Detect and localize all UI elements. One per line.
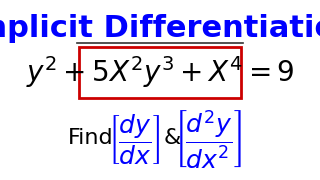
Text: &: & (164, 128, 181, 148)
Text: Implicit Differentiation: Implicit Differentiation (0, 14, 320, 43)
Text: $\left[\dfrac{d^2y}{dx^2}\right]$: $\left[\dfrac{d^2y}{dx^2}\right]$ (174, 109, 242, 171)
Text: Find: Find (68, 128, 114, 148)
Text: $\left[\dfrac{dy}{dx}\right]$: $\left[\dfrac{dy}{dx}\right]$ (108, 112, 160, 167)
Text: $y^2 + 5X^2y^3 + X^4 = 9$: $y^2 + 5X^2y^3 + X^4 = 9$ (26, 54, 294, 90)
FancyBboxPatch shape (79, 47, 241, 98)
